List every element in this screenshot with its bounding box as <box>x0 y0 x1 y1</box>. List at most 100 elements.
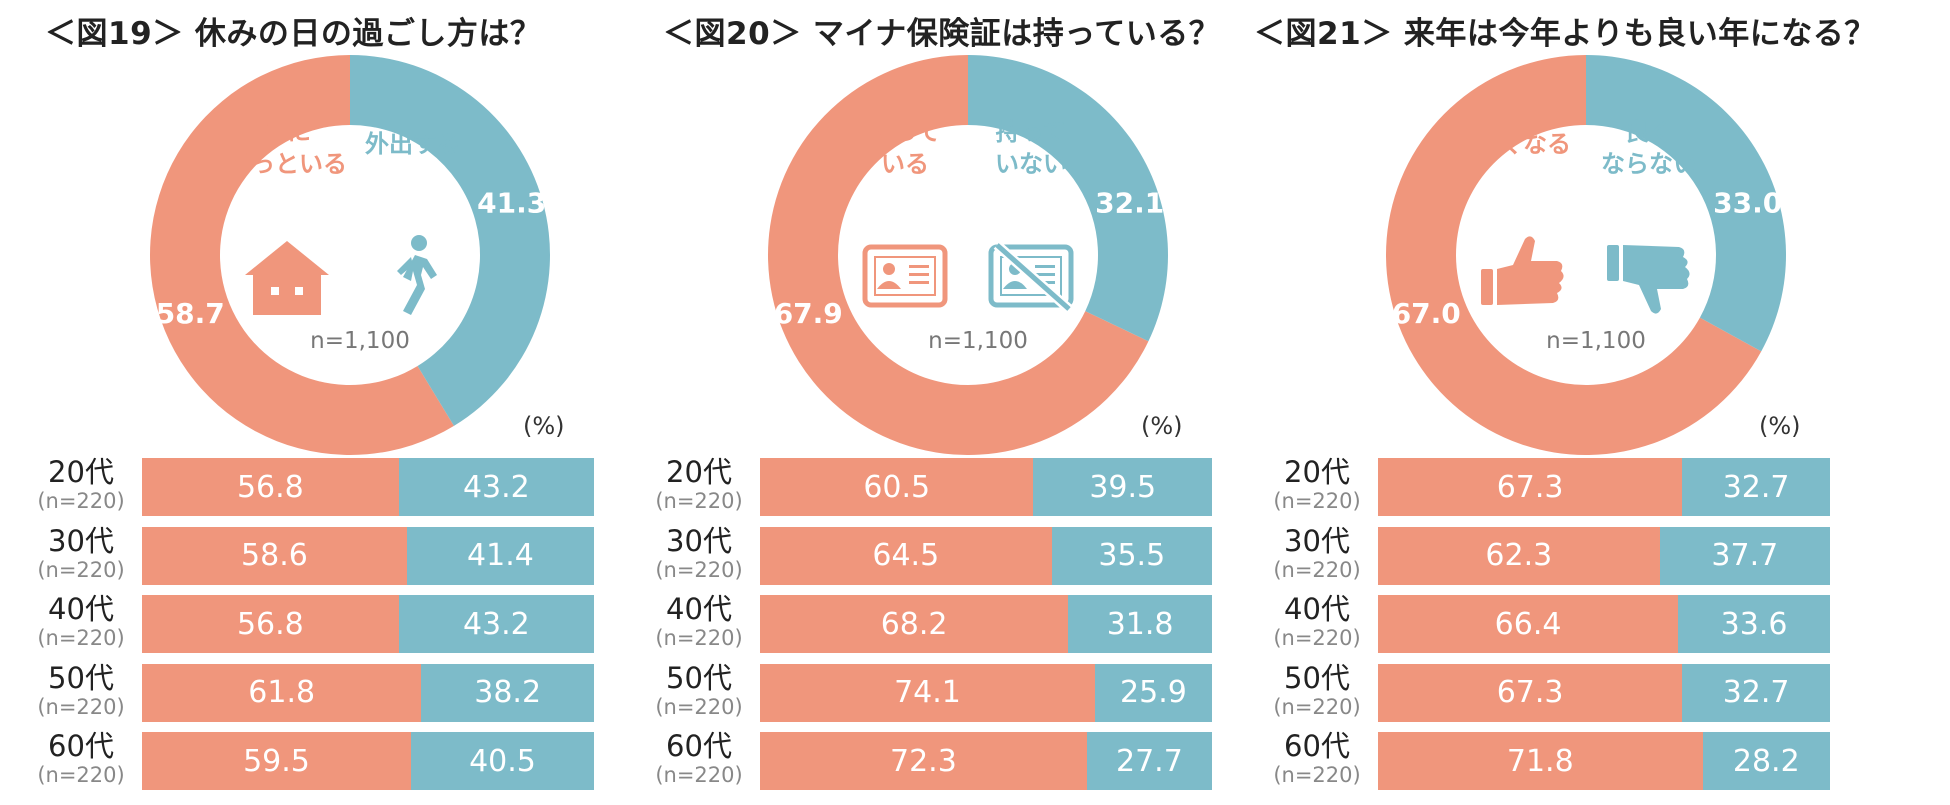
id-card-icon <box>862 244 948 308</box>
age-text: 60代 <box>48 729 114 763</box>
unit-label-1: (%) <box>523 412 565 440</box>
group-n-text: (n=220) <box>1273 626 1361 650</box>
donut-value-label: 67.9 <box>774 297 843 330</box>
age-text: 40代 <box>1284 592 1350 626</box>
age-group-label: 50代 (n=220) <box>1257 662 1377 720</box>
bar-segment-teal: 32.7 <box>1682 663 1830 722</box>
chart-panel-3: ＜図21＞ 来年は今年よりも良い年になる？ 67.0 33.0 良くなる 良く ならない… <box>1254 0 1901 805</box>
unit-label-2: (%) <box>1141 412 1183 440</box>
bar-segment-teal: 25.9 <box>1094 663 1212 722</box>
bar-segment-salmon: 56.8 <box>142 458 399 516</box>
id-card-crossed-icon <box>988 241 1074 313</box>
group-n-text: (n=220) <box>655 489 743 513</box>
sample-size-label: n=1,100 <box>928 328 1028 354</box>
unit-label-3: (%) <box>1759 412 1801 440</box>
age-text: 30代 <box>1284 523 1350 558</box>
age-text: 40代 <box>48 592 114 626</box>
donut-slice-salmon <box>150 55 454 455</box>
age-group-label: 60代 (n=220) <box>21 730 141 788</box>
sample-size-label: n=1,100 <box>310 328 410 354</box>
bar-segment-teal: 37.7 <box>1659 526 1830 585</box>
stacked-bar-row: 56.8 43.2 <box>142 595 594 653</box>
chart-title-3: ＜図21＞ 来年は今年よりも良い年になる？ <box>1254 16 1876 52</box>
thumbs-down-icon <box>1607 245 1690 314</box>
bar-segment-teal: 35.5 <box>1051 526 1212 585</box>
group-n-text: (n=220) <box>37 626 125 650</box>
stacked-bar-row: 66.4 33.6 <box>1378 595 1830 653</box>
bar-segment-teal: 38.2 <box>421 663 594 722</box>
age-group-label: 50代 (n=220) <box>639 662 759 720</box>
stacked-bar-row: 58.6 41.4 <box>142 526 594 585</box>
donut-inner-label: いる <box>881 150 929 178</box>
stacked-bar-row: 56.8 43.2 <box>142 458 594 516</box>
bar-segment-salmon: 62.3 <box>1378 526 1660 585</box>
walking-person-icon <box>397 235 437 315</box>
bar-segment-salmon: 72.3 <box>760 732 1087 790</box>
age-group-label: 20代 (n=220) <box>21 456 141 514</box>
group-n-text: (n=220) <box>37 694 125 719</box>
age-group-label: 20代 (n=220) <box>1257 456 1377 514</box>
donut-inner-label: ならない <box>1601 150 1697 178</box>
donut-inner-label: ずっといる <box>227 150 347 178</box>
donut-inner-label: 持って <box>870 118 941 146</box>
stacked-bar-row: 64.5 35.5 <box>760 526 1212 585</box>
bar-segment-salmon: 71.8 <box>1378 732 1703 790</box>
age-group-label: 40代 (n=220) <box>1257 593 1377 651</box>
donut-inner-label: いない <box>995 150 1067 178</box>
bar-segment-teal: 40.5 <box>410 732 594 790</box>
bar-segment-salmon: 74.1 <box>760 663 1095 722</box>
bar-segment-salmon: 60.5 <box>760 458 1034 516</box>
group-n-text: (n=220) <box>1273 557 1361 582</box>
age-text: 50代 <box>1284 660 1350 695</box>
donut-slice-teal <box>1586 55 1786 352</box>
group-n-text: (n=220) <box>37 489 125 513</box>
donut-inner-label: 家に <box>263 118 311 146</box>
bar-segment-teal: 33.6 <box>1678 595 1830 653</box>
age-text: 20代 <box>1284 455 1350 489</box>
age-group-label: 30代 (n=220) <box>1257 525 1377 583</box>
sample-size-label: n=1,100 <box>1546 328 1646 354</box>
donut-value-label: 67.0 <box>1392 297 1461 330</box>
donut-slice-salmon <box>768 55 1149 455</box>
stacked-bar-row: 68.2 31.8 <box>760 595 1212 653</box>
stacked-bar-row: 59.5 40.5 <box>142 732 594 790</box>
age-text: 20代 <box>666 455 732 489</box>
bar-segment-teal: 43.2 <box>398 458 594 516</box>
bar-segment-teal: 27.7 <box>1086 732 1212 790</box>
age-group-label: 50代 (n=220) <box>21 662 141 720</box>
group-n-text: (n=220) <box>655 626 743 650</box>
bar-segment-salmon: 68.2 <box>760 595 1069 653</box>
age-text: 40代 <box>666 592 732 626</box>
age-text: 60代 <box>666 729 732 763</box>
group-n-text: (n=220) <box>1273 489 1361 513</box>
stacked-bar-row: 71.8 28.2 <box>1378 732 1830 790</box>
chart-title-1: ＜図19＞ 休みの日の過ごし方は？ <box>45 16 542 52</box>
bar-segment-teal: 28.2 <box>1702 732 1830 790</box>
bar-segment-salmon: 58.6 <box>142 526 407 585</box>
age-text: 30代 <box>48 523 114 558</box>
age-group-label: 30代 (n=220) <box>21 525 141 583</box>
bar-segment-salmon: 64.5 <box>760 526 1052 585</box>
stacked-bar-row: 62.3 37.7 <box>1378 526 1830 585</box>
chart-title-2: ＜図20＞ マイナ保険証は持っている？ <box>663 16 1221 52</box>
bar-segment-teal: 32.7 <box>1682 458 1830 516</box>
group-n-text: (n=220) <box>1273 694 1361 719</box>
age-text: 20代 <box>48 455 114 489</box>
bar-segment-teal: 43.2 <box>398 595 594 653</box>
bar-segment-salmon: 67.3 <box>1378 458 1683 516</box>
group-n-text: (n=220) <box>655 557 743 582</box>
donut-inner-label: 良く <box>1625 118 1673 146</box>
age-group-label: 40代 (n=220) <box>639 593 759 651</box>
age-text: 50代 <box>48 660 114 695</box>
donut-inner-label: 良くなる <box>1475 130 1571 158</box>
donut-inner-label: 外出する <box>365 130 461 158</box>
age-group-label: 30代 (n=220) <box>639 525 759 583</box>
stacked-bar-row: 67.3 32.7 <box>1378 663 1830 722</box>
bar-segment-salmon: 59.5 <box>142 732 411 790</box>
thumbs-up-icon <box>1481 236 1564 305</box>
donut-slice-teal <box>350 55 550 426</box>
house-icon <box>245 241 329 315</box>
